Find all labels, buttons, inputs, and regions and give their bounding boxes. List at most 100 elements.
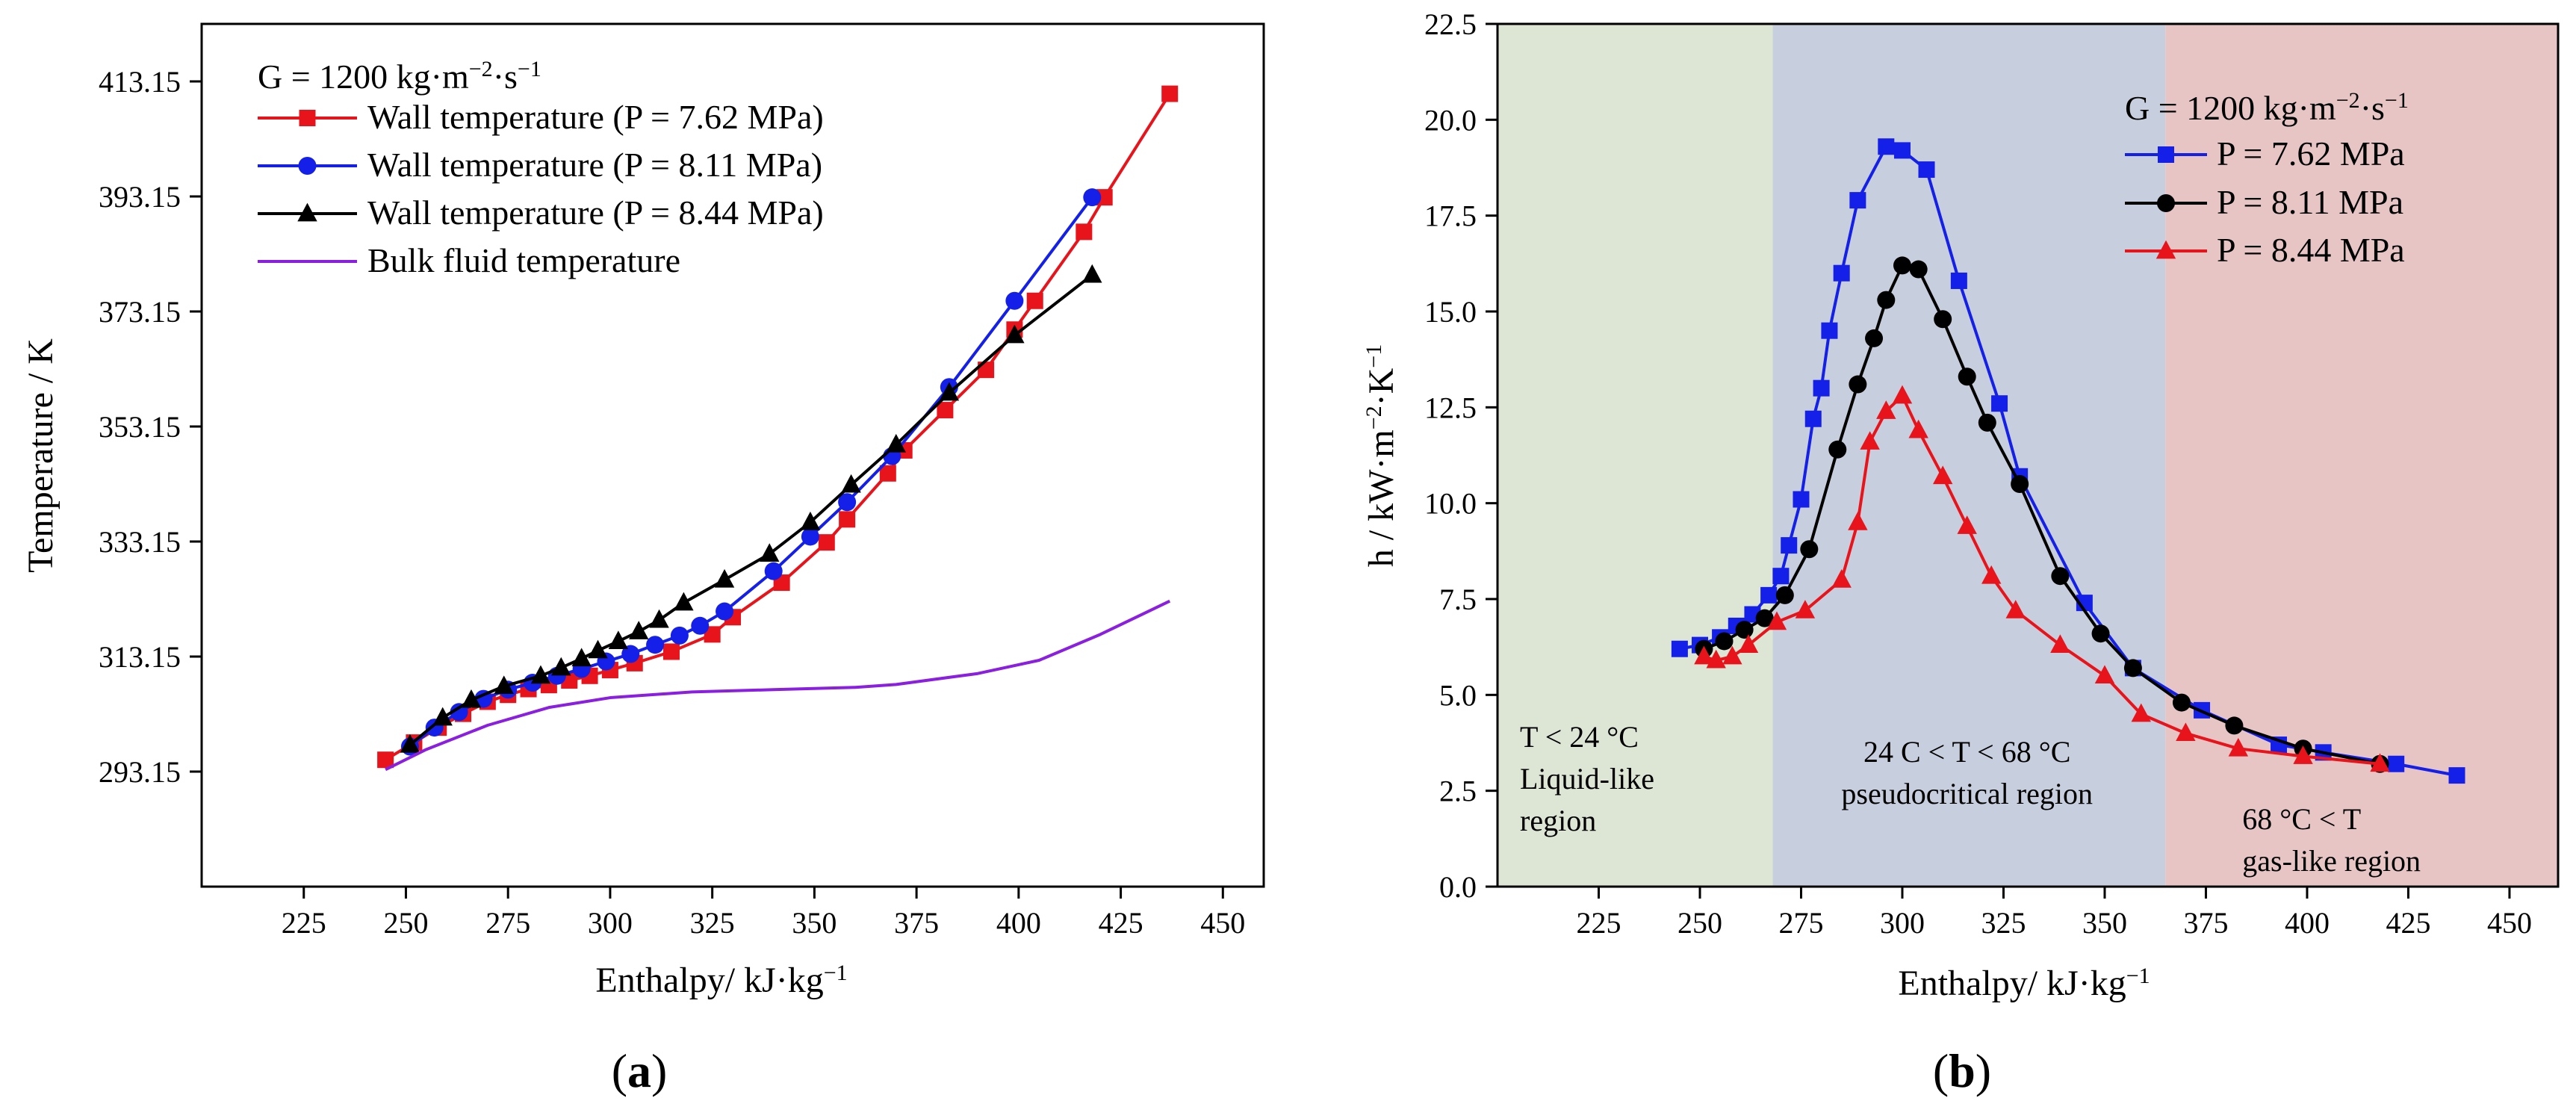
chart-b-legend: G = 1200 kg·m−2·s−1 P = 7.62 MPa P = 8.11… — [2125, 88, 2409, 269]
data-point — [1706, 649, 1726, 669]
y-tick-label: 7.5 — [1439, 583, 1477, 616]
data-point — [2176, 722, 2196, 742]
data-point — [1766, 611, 1787, 630]
data-point — [1005, 324, 1025, 344]
data-point — [461, 689, 482, 708]
x-tick-label: 225 — [1576, 906, 1621, 940]
series-line — [409, 273, 1093, 746]
region-label: gas-like region — [2242, 844, 2421, 878]
region-band — [2165, 24, 2558, 887]
chart-b-y-ticks: 0.0 2.5 5.0 7.5 10.0 12.5 15.0 17.5 20.0 22.5 — [1424, 7, 1498, 904]
legend-marker — [299, 110, 316, 126]
y-tick-label: 12.5 — [1424, 391, 1477, 424]
data-point — [1821, 322, 1838, 339]
y-tick-label: 353.15 — [99, 410, 181, 444]
data-point — [649, 609, 669, 628]
data-point — [1833, 264, 1850, 282]
y-tick-label: 20.0 — [1424, 103, 1477, 137]
data-point — [937, 402, 954, 419]
y-tick-label: 0.0 — [1439, 870, 1477, 904]
chart-b-y-axis-label: h / kW·m−2·K−1 — [1362, 344, 1402, 567]
data-point — [704, 626, 721, 643]
data-point — [2123, 659, 2142, 677]
y-tick-label: 2.5 — [1439, 775, 1477, 808]
data-point — [1804, 410, 1822, 427]
region-label: 24 C < T < 68 °C — [1863, 735, 2070, 769]
data-point — [818, 534, 835, 551]
data-point — [1908, 419, 1928, 438]
chart-a-legend: G = 1200 kg·m−2·s−1 Wall temperature (P … — [258, 57, 824, 279]
data-point — [1877, 291, 1896, 309]
x-tick-label: 450 — [1200, 906, 1245, 940]
data-point — [1957, 515, 1977, 534]
x-tick-label: 250 — [1677, 906, 1722, 940]
y-tick-label: 373.15 — [99, 295, 181, 329]
data-point — [1781, 537, 1798, 554]
data-point — [2388, 755, 2405, 772]
x-tick-label: 325 — [690, 906, 735, 940]
chart-a-frame — [200, 22, 1265, 888]
x-tick-label: 275 — [485, 906, 530, 940]
data-point — [1722, 645, 1742, 665]
data-point — [1878, 138, 1895, 155]
data-point — [1991, 395, 2008, 412]
y-tick-label: 333.15 — [99, 525, 181, 559]
series-line — [385, 599, 1171, 772]
data-point — [571, 648, 592, 667]
legend-label: Wall temperature (P = 8.11 MPa) — [367, 146, 822, 184]
legend-marker — [2157, 194, 2175, 212]
x-tick-label: 300 — [588, 906, 633, 940]
chart-a: 225 250 275 300 325 350 375 400 425 450 293.15 313… — [21, 22, 1265, 1097]
data-point — [1738, 634, 1759, 653]
y-tick-label: 293.15 — [99, 755, 181, 789]
chart-a-legend-title: G = 1200 kg·m−2·s−1 — [258, 57, 541, 96]
data-point — [1735, 621, 1754, 639]
y-tick-label: 5.0 — [1439, 678, 1477, 712]
data-point — [1760, 586, 1778, 604]
x-tick-label: 325 — [1981, 906, 2026, 940]
legend-marker — [297, 202, 317, 222]
data-point — [2011, 475, 2029, 493]
data-point — [608, 630, 629, 649]
x-tick-label: 400 — [2285, 906, 2330, 940]
legend-label: Bulk fluid temperature — [367, 241, 680, 279]
data-point — [588, 639, 608, 659]
data-point — [760, 543, 780, 562]
chart-b-frame — [1496, 22, 2560, 888]
data-point — [2005, 600, 2026, 618]
y-tick-label: 10.0 — [1424, 487, 1477, 521]
y-tick-label: 313.15 — [99, 640, 181, 674]
data-point — [1082, 264, 1102, 283]
data-point — [1849, 375, 1867, 394]
chart-a-plot-area — [377, 85, 1179, 772]
x-tick-label: 350 — [792, 906, 837, 940]
data-point — [2370, 753, 2390, 772]
chart-a-y-axis-label: Temperature / K — [21, 338, 60, 573]
data-point — [377, 751, 394, 769]
data-point — [621, 645, 640, 663]
y-tick-label: 22.5 — [1424, 7, 1477, 41]
data-point — [800, 511, 821, 530]
data-point — [1892, 385, 1913, 404]
data-point — [1083, 188, 1102, 207]
data-point — [2091, 624, 2110, 643]
x-tick-label: 250 — [383, 906, 428, 940]
data-point — [400, 734, 420, 753]
data-point — [2172, 693, 2191, 712]
chart-b-x-axis-label: Enthalpy/ kJ·kg−1 — [1898, 964, 2150, 1004]
data-point — [674, 592, 694, 611]
data-point — [1893, 256, 1911, 275]
data-point — [2131, 703, 2151, 722]
region-label: Liquid-like — [1520, 762, 1654, 795]
series-line — [409, 196, 1093, 748]
data-point — [1161, 85, 1179, 102]
data-point — [1795, 600, 1816, 618]
y-tick-label: 393.15 — [99, 180, 181, 214]
data-point — [841, 474, 861, 493]
chart-a-x-axis-label: Enthalpy/ kJ·kg−1 — [595, 961, 847, 1001]
data-point — [494, 675, 514, 695]
data-point — [716, 602, 734, 621]
data-point — [629, 621, 649, 639]
data-point — [691, 616, 710, 635]
